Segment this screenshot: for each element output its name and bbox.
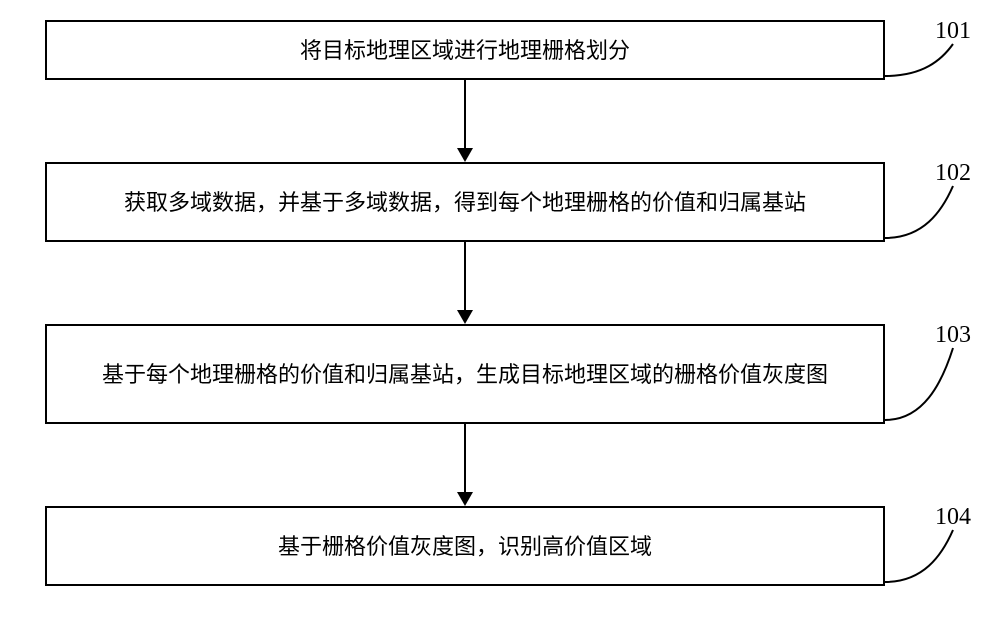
flowchart-arrow-line bbox=[464, 424, 466, 492]
leader-curve-step104 bbox=[885, 504, 961, 594]
flowchart-arrow-line bbox=[464, 80, 466, 148]
flowchart-node-text: 获取多域数据，并基于多域数据，得到每个地理栅格的价值和归属基站 bbox=[124, 186, 806, 219]
flowchart-arrow-head bbox=[457, 148, 473, 162]
flowchart-node-step103: 基于每个地理栅格的价值和归属基站，生成目标地理区域的栅格价值灰度图 bbox=[45, 324, 885, 424]
leader-curve-step102 bbox=[885, 160, 961, 250]
flowchart-arrow-head bbox=[457, 492, 473, 506]
flowchart-node-text: 基于每个地理栅格的价值和归属基站，生成目标地理区域的栅格价值灰度图 bbox=[102, 358, 828, 391]
flowchart-node-step104: 基于栅格价值灰度图，识别高价值区域 bbox=[45, 506, 885, 586]
flowchart-arrow-head bbox=[457, 310, 473, 324]
flowchart-node-text: 基于栅格价值灰度图，识别高价值区域 bbox=[278, 530, 652, 563]
flowchart-node-step102: 获取多域数据，并基于多域数据，得到每个地理栅格的价值和归属基站 bbox=[45, 162, 885, 242]
flowchart-node-step101: 将目标地理区域进行地理栅格划分 bbox=[45, 20, 885, 80]
leader-curve-step103 bbox=[885, 322, 961, 432]
flowchart-arrow-line bbox=[464, 242, 466, 310]
flowchart-canvas: 将目标地理区域进行地理栅格划分101获取多域数据，并基于多域数据，得到每个地理栅… bbox=[0, 0, 1000, 632]
leader-curve-step101 bbox=[885, 18, 961, 88]
flowchart-node-text: 将目标地理区域进行地理栅格划分 bbox=[300, 34, 630, 67]
